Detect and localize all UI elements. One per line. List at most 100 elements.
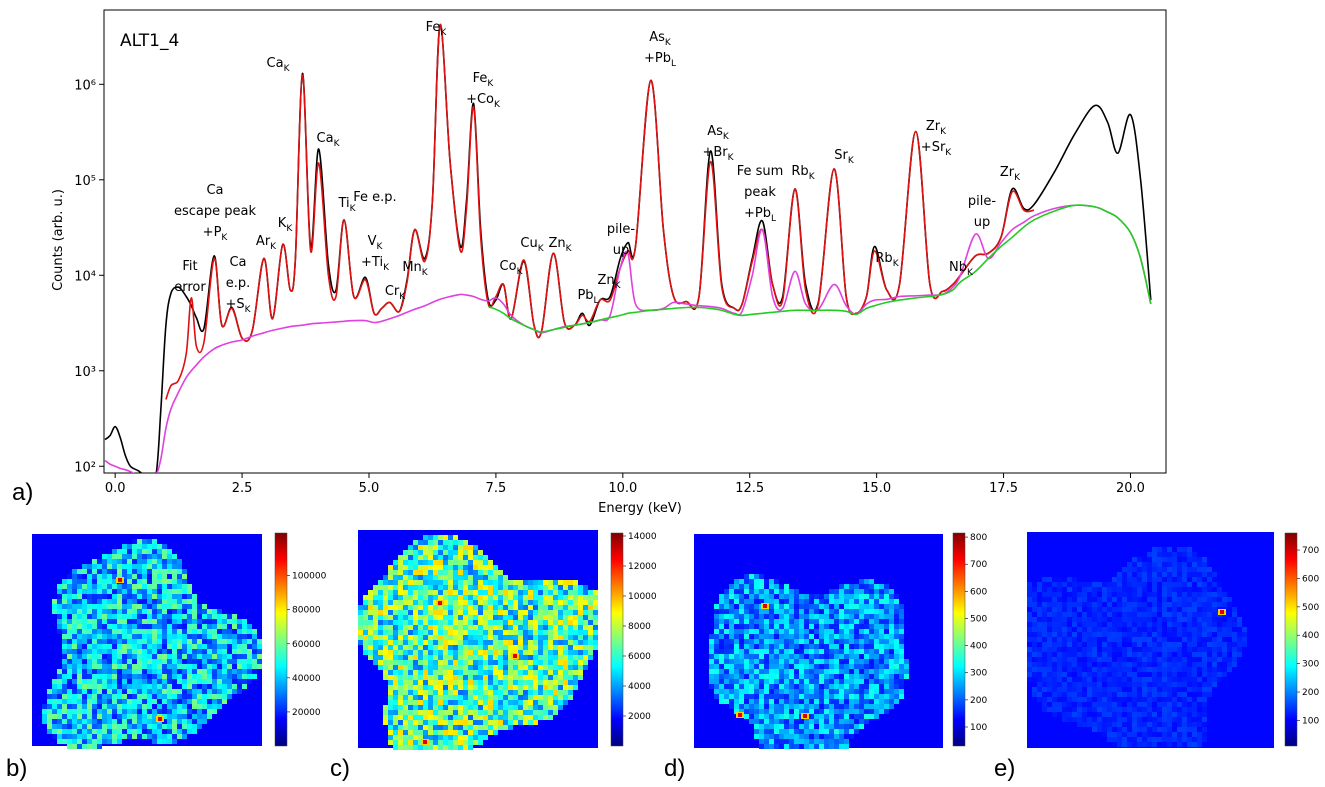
map-pixel — [884, 599, 889, 604]
map-pixel — [754, 589, 759, 594]
map-pixel — [729, 649, 734, 654]
map-pixel — [182, 724, 187, 729]
map-pixel — [478, 655, 483, 660]
map-pixel — [192, 604, 197, 609]
map-pixel — [1032, 587, 1037, 592]
map-pixel — [1157, 567, 1162, 572]
map-pixel — [222, 649, 227, 654]
map-pixel — [413, 550, 418, 555]
map-pixel — [533, 595, 538, 600]
map-pixel — [468, 600, 473, 605]
map-pixel — [1057, 597, 1062, 602]
map-pixel — [217, 659, 222, 664]
map-pixel — [1167, 582, 1172, 587]
map-pixel — [463, 560, 468, 565]
map-pixel — [82, 739, 87, 744]
map-pixel — [368, 610, 373, 615]
map-pixel — [398, 670, 403, 675]
map-pixel — [107, 674, 112, 679]
map-pixel — [1062, 582, 1067, 587]
map-pixel — [543, 680, 548, 685]
map-pixel — [142, 579, 147, 584]
map-pixel — [528, 610, 533, 615]
map-pixel — [543, 595, 548, 600]
map-pixel — [443, 720, 448, 725]
map-pixel — [398, 655, 403, 660]
map-pixel — [57, 684, 62, 689]
map-pixel — [849, 659, 854, 664]
map-pixel — [92, 634, 97, 639]
map-pixel — [508, 610, 513, 615]
map-pixel — [82, 589, 87, 594]
map-pixel — [528, 590, 533, 595]
map-pixel — [879, 694, 884, 699]
map-pixel — [874, 639, 879, 644]
map-pixel — [794, 634, 799, 639]
map-pixel — [533, 615, 538, 620]
map-pixel — [779, 704, 784, 709]
map-pixel — [789, 639, 794, 644]
map-pixel — [202, 719, 207, 724]
map-pixel — [874, 594, 879, 599]
map-pixel — [187, 609, 192, 614]
map-pixel — [473, 565, 478, 570]
map-pixel — [1202, 572, 1207, 577]
map-pixel — [734, 669, 739, 674]
map-pixel — [1032, 592, 1037, 597]
map-pixel — [172, 579, 177, 584]
map-pixel — [478, 565, 483, 570]
map-pixel — [538, 595, 543, 600]
map-pixel — [478, 620, 483, 625]
map-pixel — [879, 634, 884, 639]
map-pixel — [764, 724, 769, 729]
map-pixel — [418, 600, 423, 605]
map-pixel — [102, 714, 107, 719]
map-pixel — [1227, 637, 1232, 642]
map-pixel — [82, 629, 87, 634]
map-pixel — [222, 664, 227, 669]
map-pixel — [508, 680, 513, 685]
map-pixel — [1202, 622, 1207, 627]
map-pixel — [428, 690, 433, 695]
map-pixel — [1142, 622, 1147, 627]
map-pixel — [739, 619, 744, 624]
map-pixel — [874, 599, 879, 604]
map-pixel — [403, 670, 408, 675]
map-pixel — [849, 609, 854, 614]
map-pixel — [57, 609, 62, 614]
map-pixel — [147, 539, 152, 544]
map-pixel — [162, 559, 167, 564]
map-pixel — [498, 600, 503, 605]
map-pixel — [157, 594, 162, 599]
map-hotspot — [118, 578, 122, 582]
map-pixel — [112, 709, 117, 714]
map-pixel — [588, 645, 593, 650]
map-pixel — [824, 709, 829, 714]
map-pixel — [879, 689, 884, 694]
map-pixel — [1112, 647, 1117, 652]
map-pixel — [408, 655, 413, 660]
map-pixel — [734, 679, 739, 684]
map-pixel — [413, 715, 418, 720]
map-pixel — [187, 669, 192, 674]
map-pixel — [824, 654, 829, 659]
map-pixel — [1127, 592, 1132, 597]
map-pixel — [398, 610, 403, 615]
map-pixel — [1097, 667, 1102, 672]
map-pixel — [709, 669, 714, 674]
map-pixel — [779, 659, 784, 664]
map-pixel — [368, 590, 373, 595]
map-pixel — [1152, 612, 1157, 617]
map-pixel — [132, 604, 137, 609]
map-pixel — [1057, 612, 1062, 617]
map-pixel — [157, 674, 162, 679]
map-pixel — [809, 644, 814, 649]
map-pixel — [1037, 667, 1042, 672]
map-pixel — [142, 539, 147, 544]
map-pixel — [819, 679, 824, 684]
map-pixel — [428, 635, 433, 640]
map-pixel — [217, 669, 222, 674]
map-pixel — [463, 565, 468, 570]
map-pixel — [498, 610, 503, 615]
map-pixel — [112, 739, 117, 744]
